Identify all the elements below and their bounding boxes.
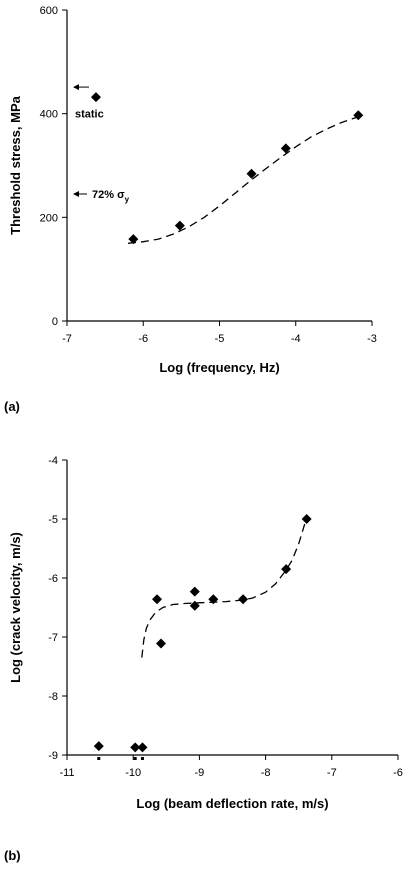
- p1-x-tick-label: -10: [125, 767, 141, 779]
- p0-x-tick-label: -5: [215, 333, 225, 345]
- p0-y-tick-label: 600: [40, 5, 58, 17]
- p0-y-tick-label: 400: [40, 109, 58, 121]
- p1-data-point: [189, 586, 200, 597]
- p0-x-tick-label: -7: [62, 333, 72, 345]
- p1-x-tick-label: -9: [195, 767, 205, 779]
- p0-x-tick-label: -3: [367, 333, 377, 345]
- p0-y-axis-label: Threshold stress, MPa: [8, 95, 23, 234]
- p1-data-point: [281, 564, 292, 575]
- p0-x-tick-label: -6: [138, 333, 148, 345]
- p0-data-point: [353, 110, 364, 121]
- p1-data-point: [93, 741, 104, 752]
- p0-annotation-yield: 72% σy: [92, 189, 130, 204]
- p1-data-point: [137, 742, 148, 753]
- p1-x-tick-label: -7: [327, 767, 337, 779]
- p0-y-tick-label: 200: [40, 212, 58, 224]
- p1-y-tick-label: -9: [48, 750, 58, 762]
- p1-y-tick-label: -7: [48, 632, 58, 644]
- p0-x-tick-label: -4: [291, 333, 301, 345]
- p1-x-tick-label: -8: [261, 767, 271, 779]
- p1-data-point: [152, 594, 163, 605]
- p1-data-point: [208, 594, 219, 605]
- p1-y-tick-label: -5: [48, 514, 58, 526]
- p1-y-axis-label: Log (crack velocity, m/s): [8, 532, 23, 683]
- p0-static-arrow-head: [73, 84, 79, 91]
- p0-data-point: [246, 168, 257, 179]
- p1-y-tick-label: -8: [48, 691, 58, 703]
- p1-data-point: [238, 594, 249, 605]
- p0-x-axis-label: Log (frequency, Hz): [159, 360, 279, 375]
- p0-fit-curve: [127, 116, 358, 244]
- p1-axis-marker: [140, 757, 144, 760]
- p0-yield-arrow-head: [73, 191, 79, 198]
- p0-annotation-static: static: [75, 109, 104, 121]
- p0-data-point: [280, 143, 291, 154]
- p1-x-tick-label: -11: [59, 767, 74, 779]
- p1-panel-label: (b): [4, 848, 21, 863]
- p1-data-point: [189, 600, 200, 611]
- p1-data-point: [130, 742, 141, 753]
- p1-axis-marker: [97, 757, 101, 760]
- p1-y-tick-label: -4: [48, 455, 58, 467]
- p1-x-axis-label: Log (beam deflection rate, m/s): [136, 796, 328, 811]
- p1-y-tick-label: -6: [48, 573, 58, 585]
- p0-data-point: [128, 234, 139, 245]
- p1-data-point: [156, 638, 167, 649]
- p0-data-point: [90, 92, 101, 103]
- p0-y-tick-label: 0: [52, 316, 58, 328]
- p1-data-point: [301, 514, 312, 524]
- p0-data-point: [174, 220, 185, 231]
- p1-fit-curve: [141, 521, 306, 658]
- p1-axis-marker: [133, 757, 137, 760]
- p0-panel-label: (a): [4, 399, 20, 414]
- p1-x-tick-label: -6: [393, 767, 403, 779]
